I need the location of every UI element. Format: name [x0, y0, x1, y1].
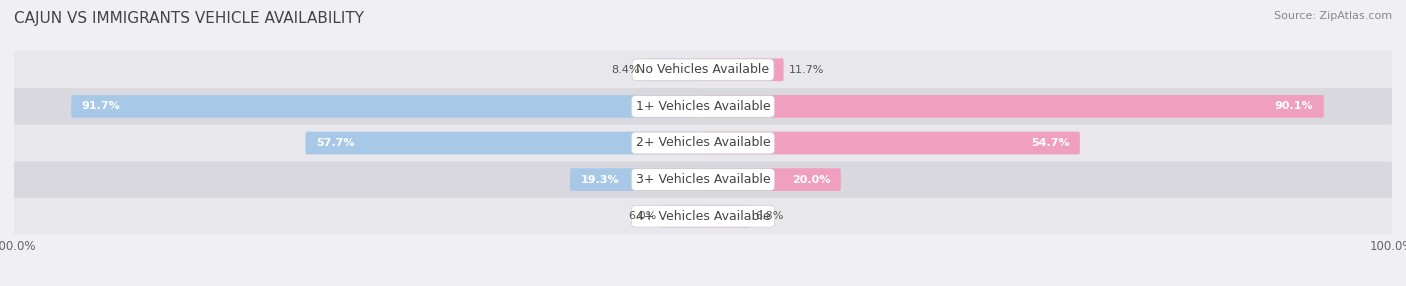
Text: 6.8%: 6.8%: [755, 211, 783, 221]
FancyBboxPatch shape: [645, 58, 703, 81]
FancyBboxPatch shape: [703, 168, 841, 191]
Text: No Vehicles Available: No Vehicles Available: [637, 63, 769, 76]
FancyBboxPatch shape: [14, 51, 1392, 88]
FancyBboxPatch shape: [14, 198, 1392, 235]
FancyBboxPatch shape: [703, 58, 783, 81]
FancyBboxPatch shape: [72, 95, 703, 118]
FancyBboxPatch shape: [14, 88, 1392, 125]
Text: 8.4%: 8.4%: [612, 65, 640, 75]
Text: 11.7%: 11.7%: [789, 65, 824, 75]
Text: 90.1%: 90.1%: [1275, 102, 1313, 111]
FancyBboxPatch shape: [569, 168, 703, 191]
Text: 4+ Vehicles Available: 4+ Vehicles Available: [636, 210, 770, 223]
Text: 2+ Vehicles Available: 2+ Vehicles Available: [636, 136, 770, 150]
FancyBboxPatch shape: [14, 161, 1392, 198]
FancyBboxPatch shape: [703, 205, 749, 228]
Text: 91.7%: 91.7%: [82, 102, 121, 111]
Text: 20.0%: 20.0%: [792, 175, 831, 184]
FancyBboxPatch shape: [703, 95, 1323, 118]
Text: 57.7%: 57.7%: [316, 138, 354, 148]
Text: 54.7%: 54.7%: [1031, 138, 1070, 148]
FancyBboxPatch shape: [305, 132, 703, 154]
Text: CAJUN VS IMMIGRANTS VEHICLE AVAILABILITY: CAJUN VS IMMIGRANTS VEHICLE AVAILABILITY: [14, 11, 364, 26]
FancyBboxPatch shape: [14, 125, 1392, 161]
FancyBboxPatch shape: [662, 205, 703, 228]
Text: 3+ Vehicles Available: 3+ Vehicles Available: [636, 173, 770, 186]
Text: Source: ZipAtlas.com: Source: ZipAtlas.com: [1274, 11, 1392, 21]
Text: 6.0%: 6.0%: [628, 211, 657, 221]
Text: 19.3%: 19.3%: [581, 175, 619, 184]
Text: 1+ Vehicles Available: 1+ Vehicles Available: [636, 100, 770, 113]
FancyBboxPatch shape: [703, 132, 1080, 154]
